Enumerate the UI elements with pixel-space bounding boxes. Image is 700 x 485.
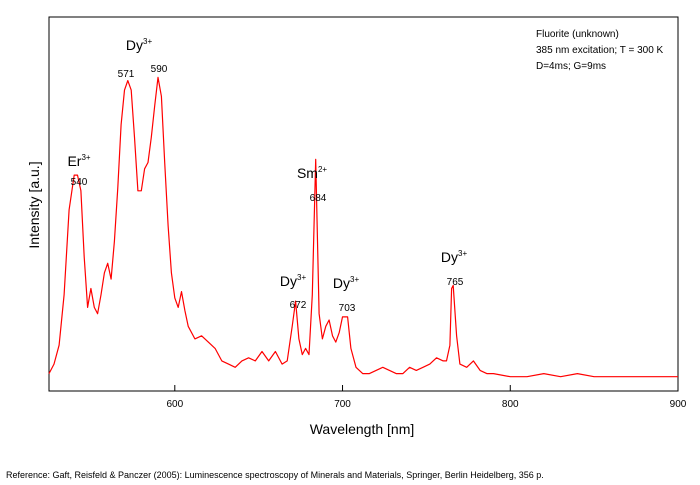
ion-label-672: Dy3+ — [280, 273, 307, 289]
ion-label-540: Er3+ — [67, 153, 90, 169]
plot-frame — [48, 16, 679, 392]
reference-citation: Reference: Gaft, Reisfeld & Panczer (200… — [6, 470, 544, 480]
info-line-3: D=4ms; G=9ms — [536, 61, 606, 72]
peak-label-703: 703 — [339, 303, 356, 314]
peak-label-540: 540 — [71, 177, 88, 188]
info-line-2: 385 nm excitation; T = 300 K — [536, 45, 664, 56]
peak-label-571: 571 — [118, 69, 135, 80]
x-axis-label: Wavelength [nm] — [310, 421, 415, 437]
info-box: Fluorite (unknown) 385 nm excitation; T … — [536, 29, 664, 72]
series-layer — [48, 76, 678, 378]
peak-label-672: 672 — [290, 300, 307, 311]
x-axis-ticks: 600 700 800 900 — [166, 385, 687, 410]
peak-annotations: Er3+ 540 Dy3+ 571 590 Sm2+ 684 Dy3+ 672 Dy3+ 703 Dy… — [67, 37, 467, 314]
ion-label-703: Dy3+ — [333, 275, 360, 291]
info-line-1: Fluorite (unknown) — [536, 29, 619, 40]
ion-label-571: Dy3+ — [126, 37, 153, 53]
plot-area: 600 700 800 900 Er3+ 540 Dy3+ 571 590 Sm2+ 684 Dy3… — [48, 16, 687, 410]
peak-label-590: 590 — [151, 64, 168, 75]
peak-label-684: 684 — [310, 193, 327, 204]
y-axis-label: Intensity [a.u.] — [26, 161, 42, 248]
x-tick-label-800: 800 — [502, 399, 519, 410]
peak-label-765: 765 — [447, 277, 464, 288]
x-tick-label-600: 600 — [166, 399, 183, 410]
x-tick-label-700: 700 — [334, 399, 351, 410]
x-tick-label-900: 900 — [670, 399, 687, 410]
ion-label-684: Sm2+ — [297, 165, 327, 181]
ion-label-765: Dy3+ — [441, 249, 468, 265]
spectrum-line-0 — [48, 76, 678, 378]
